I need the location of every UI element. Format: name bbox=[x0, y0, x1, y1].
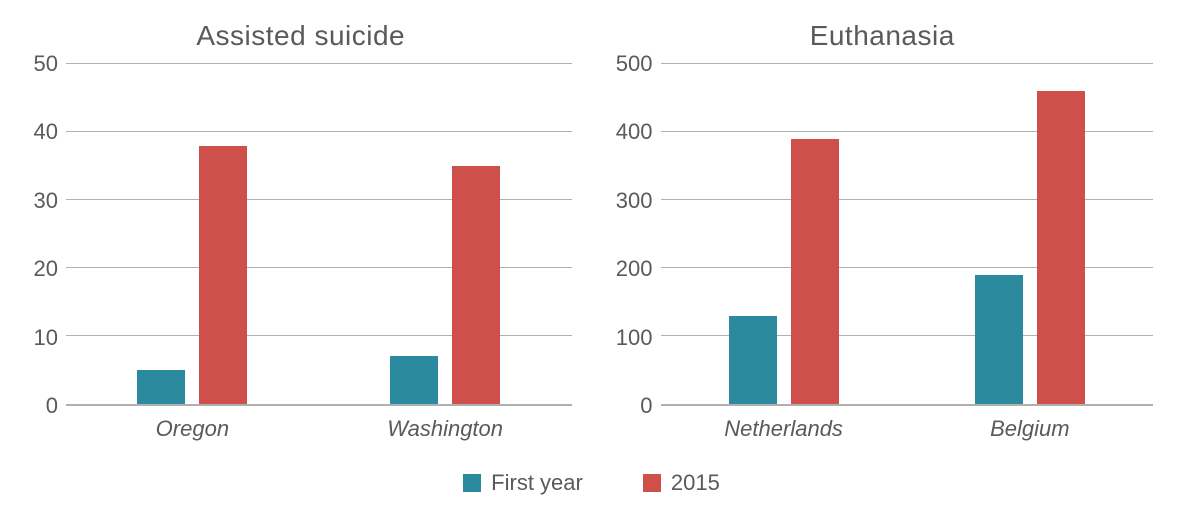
x-axis-label: Netherlands bbox=[661, 406, 907, 442]
legend-label: First year bbox=[491, 470, 583, 496]
x-axis-label: Belgium bbox=[907, 406, 1153, 442]
legend-item: 2015 bbox=[643, 470, 720, 496]
bar bbox=[390, 356, 438, 404]
bar-group bbox=[661, 64, 907, 404]
chart-title: Assisted suicide bbox=[30, 20, 572, 52]
bar bbox=[452, 166, 500, 404]
legend: First year 2015 bbox=[30, 462, 1153, 496]
bar bbox=[1037, 91, 1085, 404]
plot-area bbox=[661, 64, 1154, 406]
chart-panel: Assisted suicide 01020304050 OregonWashi… bbox=[30, 20, 572, 442]
bar-group bbox=[319, 64, 572, 404]
legend-swatch bbox=[463, 474, 481, 492]
x-axis-label: Oregon bbox=[66, 406, 319, 442]
x-axis: OregonWashington bbox=[30, 406, 572, 442]
chart-title: Euthanasia bbox=[612, 20, 1154, 52]
bar-groups bbox=[66, 64, 572, 404]
x-labels: NetherlandsBelgium bbox=[661, 406, 1154, 442]
bar-group bbox=[66, 64, 319, 404]
legend-label: 2015 bbox=[671, 470, 720, 496]
chart-panel: Euthanasia 0100200300400500 NetherlandsB… bbox=[612, 20, 1154, 442]
y-axis: 0100200300400500 bbox=[612, 64, 661, 406]
bar bbox=[975, 275, 1023, 404]
bar bbox=[199, 146, 247, 404]
bar bbox=[729, 316, 777, 404]
bar-groups bbox=[661, 64, 1154, 404]
y-axis: 01020304050 bbox=[30, 64, 66, 406]
bar bbox=[791, 139, 839, 404]
x-labels: OregonWashington bbox=[66, 406, 572, 442]
x-axis-label: Washington bbox=[319, 406, 572, 442]
chart-container: Assisted suicide 01020304050 OregonWashi… bbox=[0, 0, 1183, 516]
legend-item: First year bbox=[463, 470, 583, 496]
bar-group bbox=[907, 64, 1153, 404]
legend-swatch bbox=[643, 474, 661, 492]
charts-row: Assisted suicide 01020304050 OregonWashi… bbox=[30, 20, 1153, 442]
chart-body: 01020304050 bbox=[30, 64, 572, 406]
bar bbox=[137, 370, 185, 404]
x-axis: NetherlandsBelgium bbox=[612, 406, 1154, 442]
plot-area bbox=[66, 64, 572, 406]
chart-body: 0100200300400500 bbox=[612, 64, 1154, 406]
